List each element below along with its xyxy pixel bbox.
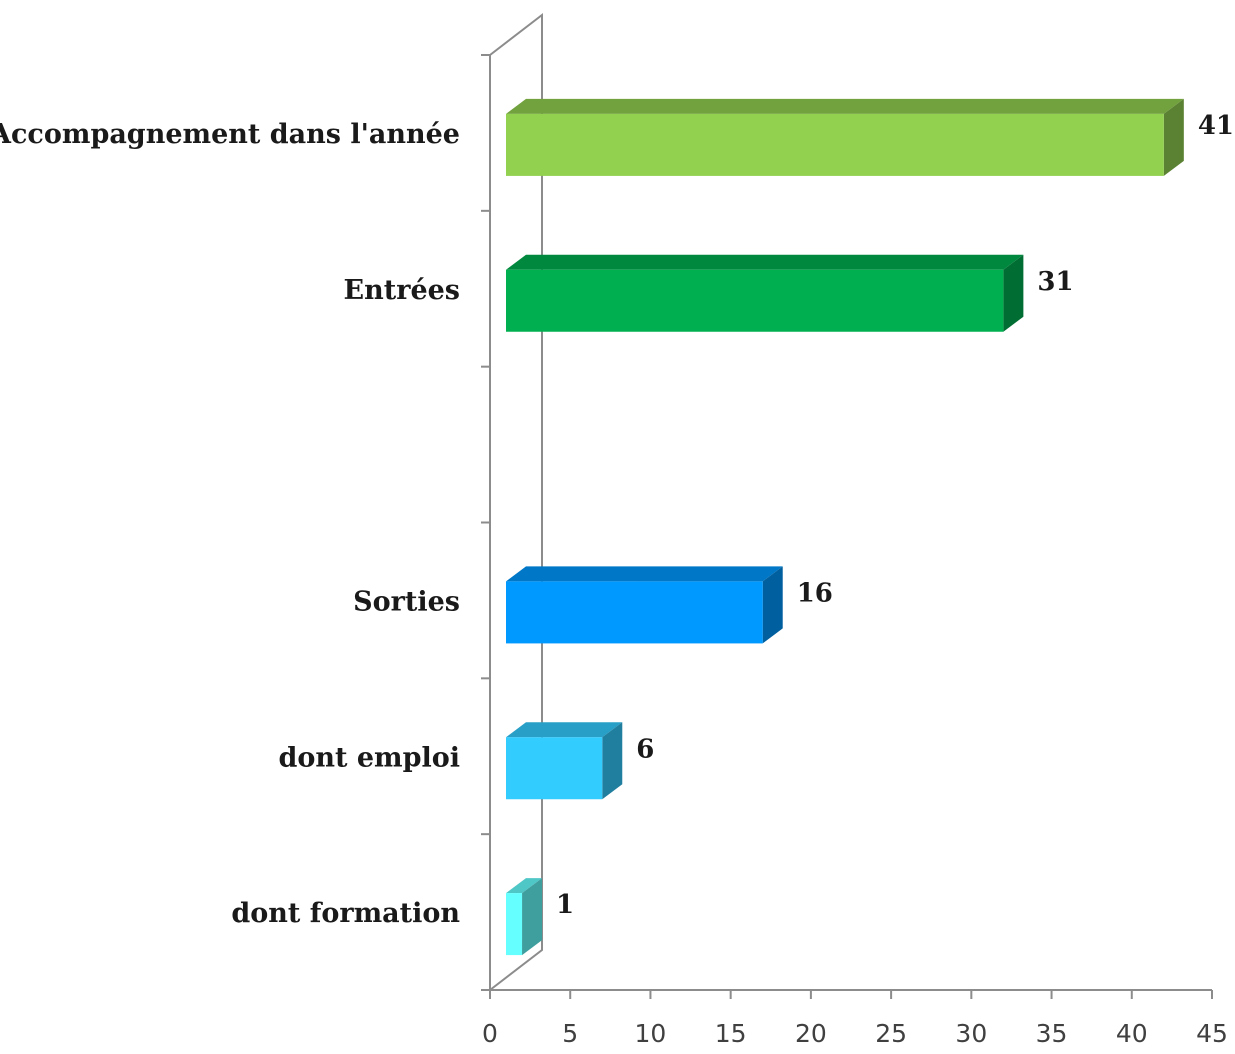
- bar-front-face: [506, 269, 1004, 332]
- value-label: 1: [556, 890, 574, 920]
- bar-top-face: [506, 254, 1024, 270]
- bar: [506, 878, 543, 956]
- category-label: dont emploi: [278, 742, 460, 773]
- bar-side-face: [522, 878, 543, 956]
- x-tick-label: 10: [635, 1019, 667, 1048]
- value-label: 16: [797, 578, 833, 608]
- x-tick-label: 15: [715, 1019, 747, 1048]
- bar: [506, 254, 1024, 332]
- x-tick-label: 0: [482, 1019, 498, 1048]
- value-label: 41: [1198, 111, 1234, 141]
- bar-top-face: [506, 722, 623, 738]
- x-tick-label: 5: [562, 1019, 578, 1048]
- bar-top-face: [506, 98, 1184, 114]
- x-tick-label: 40: [1116, 1019, 1148, 1048]
- bar-side-face: [1163, 98, 1184, 176]
- x-tick-label: 20: [795, 1019, 827, 1048]
- category-label: Accompagnement dans l'année: [0, 119, 460, 150]
- bar-front-face: [506, 113, 1164, 176]
- category-label: Sorties: [353, 586, 460, 617]
- bar-side-face: [602, 722, 623, 800]
- x-tick-label: 25: [875, 1019, 907, 1048]
- value-label: 31: [1037, 267, 1073, 297]
- bar: [506, 722, 623, 800]
- bar-top-face: [506, 566, 783, 582]
- back-wall-outline: [489, 12, 543, 991]
- chart-axes: [481, 12, 1213, 999]
- bar-front-face: [506, 737, 603, 800]
- chart-bars: [506, 98, 1184, 956]
- x-tick-label: 35: [1036, 1019, 1068, 1048]
- bar: [506, 566, 783, 644]
- category-label: Entrées: [344, 275, 460, 306]
- bar-front-face: [506, 893, 523, 956]
- bar-side-face: [762, 566, 783, 644]
- x-tick-label: 45: [1196, 1019, 1228, 1048]
- bar-top-face: [506, 878, 543, 894]
- bar-front-face: [506, 581, 763, 644]
- x-tick-label: 30: [955, 1019, 987, 1048]
- value-label: 6: [636, 734, 654, 764]
- category-label: dont formation: [231, 898, 460, 929]
- chart-labels: 0 5 10 15 20 25 30 35 40 45 Accompagnement dans l'…: [0, 111, 1234, 1048]
- bar-side-face: [1003, 254, 1024, 332]
- bar: [506, 98, 1184, 176]
